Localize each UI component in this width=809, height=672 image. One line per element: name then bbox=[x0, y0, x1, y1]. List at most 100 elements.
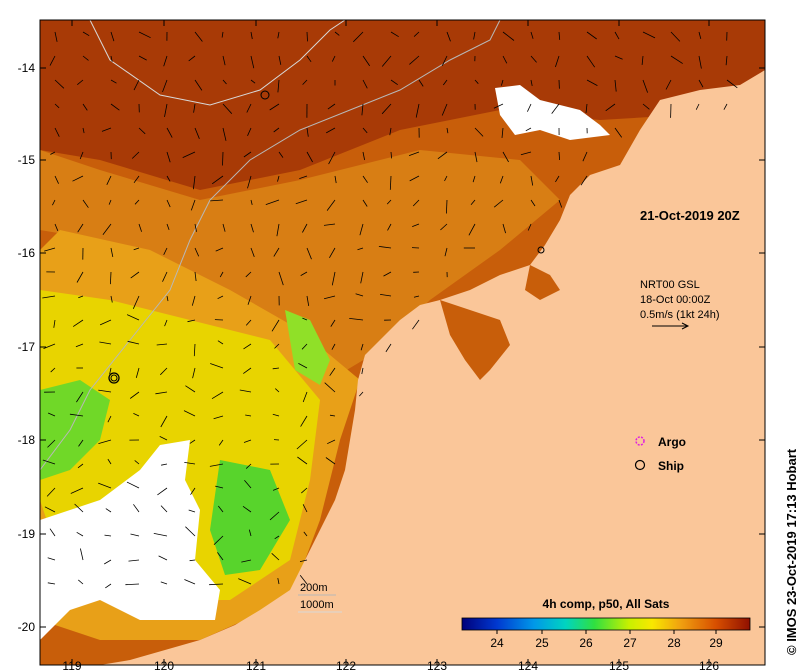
current-vector bbox=[385, 343, 392, 353]
current-vector bbox=[527, 223, 532, 231]
lon-tick-label: 120 bbox=[154, 659, 174, 672]
current-vector bbox=[296, 439, 308, 450]
sst-green-patch-west bbox=[40, 380, 110, 480]
current-vector bbox=[215, 247, 224, 252]
current-vector bbox=[215, 485, 224, 489]
current-vector bbox=[160, 367, 168, 376]
current-vector bbox=[390, 31, 399, 38]
current-vector bbox=[209, 583, 224, 586]
current-vector bbox=[502, 31, 515, 41]
current-vector bbox=[78, 439, 84, 447]
current-vector bbox=[472, 175, 476, 183]
current-vector bbox=[101, 127, 112, 132]
current-vector bbox=[412, 319, 420, 330]
current-vector bbox=[50, 151, 56, 155]
current-vector bbox=[389, 127, 392, 136]
current-vector bbox=[444, 247, 448, 257]
current-vector bbox=[381, 103, 392, 115]
current-vector bbox=[302, 79, 308, 85]
current-vector bbox=[163, 247, 168, 255]
colorbar bbox=[461, 617, 751, 631]
current-vector bbox=[412, 199, 420, 207]
current-vector bbox=[190, 199, 196, 211]
colorbar-tick-label: 28 bbox=[667, 636, 681, 650]
current-vector bbox=[277, 175, 280, 182]
current-vector bbox=[107, 415, 112, 423]
current-vector bbox=[162, 79, 168, 93]
current-vector bbox=[247, 175, 252, 189]
current-vector bbox=[125, 583, 140, 586]
current-vector bbox=[362, 55, 371, 67]
current-vector bbox=[331, 55, 336, 62]
current-vector bbox=[69, 413, 84, 417]
current-vector bbox=[222, 55, 226, 66]
current-vector bbox=[49, 528, 56, 537]
current-legend-line1: NRT00 GSL bbox=[640, 279, 700, 291]
current-vector bbox=[130, 271, 140, 279]
current-vector bbox=[194, 247, 200, 257]
lon-tick-label: 123 bbox=[427, 659, 447, 672]
current-vector bbox=[357, 247, 364, 251]
current-vector bbox=[502, 223, 506, 234]
current-vector bbox=[82, 199, 89, 208]
current-vector bbox=[194, 31, 203, 42]
current-vector bbox=[502, 151, 509, 163]
current-vector bbox=[299, 574, 308, 585]
current-vector bbox=[194, 223, 197, 232]
current-vector bbox=[362, 79, 368, 89]
lon-tick-label: 126 bbox=[699, 659, 719, 672]
current-vector bbox=[54, 31, 58, 42]
current-vector bbox=[329, 414, 336, 417]
current-vector bbox=[670, 55, 683, 64]
current-vector bbox=[187, 319, 196, 323]
current-vector bbox=[665, 79, 672, 90]
current-vector bbox=[272, 487, 280, 491]
current-vector bbox=[245, 319, 252, 326]
lat-tick-label: -19 bbox=[18, 527, 36, 541]
current-vector bbox=[184, 579, 196, 585]
current-vector bbox=[642, 103, 650, 110]
isobath-1000m bbox=[89, 20, 346, 106]
current-vector bbox=[164, 319, 168, 327]
current-vector bbox=[219, 271, 224, 278]
colorbar-tick-label: 26 bbox=[579, 636, 593, 650]
current-vector bbox=[468, 223, 476, 236]
ship-marker bbox=[108, 372, 120, 384]
current-vector bbox=[442, 79, 448, 86]
current-vector bbox=[53, 319, 56, 328]
current-vector bbox=[163, 55, 168, 67]
current-vector bbox=[218, 439, 224, 446]
map-frame bbox=[39, 19, 766, 666]
current-vector bbox=[188, 55, 196, 62]
current-vector bbox=[303, 531, 308, 537]
current-vector bbox=[642, 31, 656, 39]
current-vector bbox=[302, 504, 308, 513]
current-vector bbox=[360, 271, 364, 284]
current-vector bbox=[193, 343, 196, 357]
current-vector bbox=[134, 199, 140, 205]
current-legend-line2: 18-Oct 00:00Z bbox=[640, 294, 711, 306]
lat-tick-label: -17 bbox=[18, 340, 36, 354]
current-vector bbox=[390, 79, 398, 86]
sst-green-patch-mid bbox=[285, 310, 330, 385]
current-vector bbox=[355, 293, 364, 297]
current-vector bbox=[166, 223, 170, 231]
current-vector bbox=[44, 247, 56, 252]
current-vector bbox=[188, 509, 196, 513]
current-vector bbox=[82, 127, 85, 134]
current-vector bbox=[138, 31, 151, 39]
current-vector bbox=[586, 79, 598, 86]
current-vector bbox=[390, 151, 392, 159]
current-vector bbox=[72, 175, 84, 182]
current-vector bbox=[360, 343, 364, 351]
current-vector bbox=[182, 151, 196, 158]
current-vector bbox=[380, 294, 392, 297]
current-vector bbox=[473, 31, 476, 40]
current-vector bbox=[78, 295, 84, 299]
current-vector bbox=[614, 79, 617, 92]
current-vector bbox=[42, 459, 56, 465]
current-vector bbox=[383, 271, 392, 277]
current-vector bbox=[77, 223, 84, 233]
current-vector bbox=[74, 503, 84, 513]
current-vector bbox=[243, 367, 252, 374]
